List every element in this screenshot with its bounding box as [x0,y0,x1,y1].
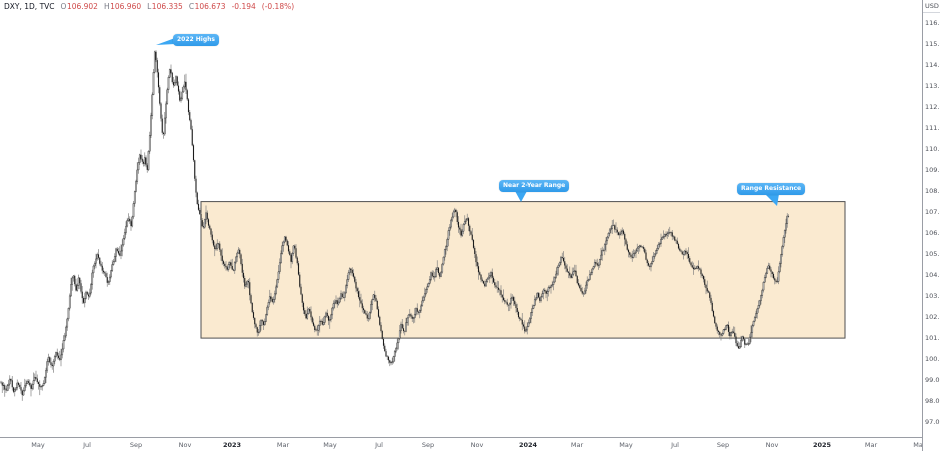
price-axis-label: 98.000 [925,397,940,406]
price-axis-label: 115.000 [925,40,940,49]
time-axis[interactable]: May Jul Sep Nov 2023 Mar May Jul Sep Nov 2024 Mar Ma… [0,437,922,452]
price-chart-svg[interactable] [0,0,922,437]
time-axis-month-label: May [323,441,337,449]
price-axis-label: 111.000 [925,124,940,133]
symbol-legend: DXY, 1D, TVC O106.902 H106.960 L106.335 … [4,2,294,12]
time-axis-month-label: Nov [470,441,484,449]
time-axis-month-label: Nov [178,441,192,449]
price-axis-label: 97.000 [925,418,940,427]
time-axis-month-label: May [31,441,45,449]
price-axis-label: 104.000 [925,271,940,280]
price-axis-label: 102.000 [925,313,940,322]
price-axis-label: 108.000 [925,187,940,196]
time-axis-year-label: 2024 [518,441,538,449]
time-axis-month-label: Mar [570,441,584,449]
price-axis-label: 112.000 [925,103,940,112]
price-axis-label: 109.000 [925,166,940,175]
time-axis-year-label: 2025 [812,441,832,449]
currency-label-row: USD [923,0,940,13]
price-axis-label: 116.000 [925,19,940,28]
ohlc-close: C106.673 [188,2,226,11]
price-axis-label: 113.000 [925,82,940,91]
time-axis-month-label: Mar [276,441,290,449]
chart-pane[interactable] [0,0,922,437]
range-box[interactable] [200,201,846,339]
callout-tail [765,194,779,206]
callout-tail [515,191,527,202]
price-axis-label: 114.000 [925,61,940,70]
change-percent: (-0.18%) [261,2,295,11]
ohlc-high: H106.960 [103,2,142,11]
symbol-title[interactable]: DXY, 1D, TVC [4,2,55,11]
time-axis-month-label: Jul [671,441,679,449]
time-axis-month-label: May [619,441,633,449]
change-value: -0.194 [231,2,256,11]
price-axis-label: 101.000 [925,334,940,343]
time-axis-month-label: Jul [83,441,91,449]
time-axis-month-label: Nov [765,441,779,449]
time-axis-year-label: 2023 [222,441,242,449]
callout-near-2yr-range[interactable]: Near 2-Year Range [499,180,570,192]
price-axis-label: 107.000 [925,208,940,217]
time-axis-month-label: Sep [716,441,730,449]
currency-label: USD [925,2,939,10]
callout-2022-highs[interactable]: 2022 Highs [173,34,220,46]
price-axis-label: 110.000 [925,145,940,154]
price-axis-label: 106.000 [925,229,940,238]
price-axis-label: 100.000 [925,355,940,364]
price-axis-label: 99.000 [925,376,940,385]
time-axis-month-label: Sep [129,441,143,449]
candles-up [2,51,789,396]
time-axis-month-label: Mar [864,441,878,449]
time-axis-month-label: May [913,441,922,449]
time-axis-month-label: Sep [421,441,435,449]
price-axis-label: 105.000 [925,250,940,259]
callout-range-resistance[interactable]: Range Resistance [737,183,806,195]
ohlc-open: O106.902 [60,2,98,11]
price-axis[interactable]: USD 116.000 115.000 114.000 113.000 112.000 1… [922,0,940,451]
ohlc-low: L106.335 [147,2,183,11]
price-axis-label: 103.000 [925,292,940,301]
time-axis-month-label: Jul [375,441,383,449]
callout-tail [156,38,175,45]
